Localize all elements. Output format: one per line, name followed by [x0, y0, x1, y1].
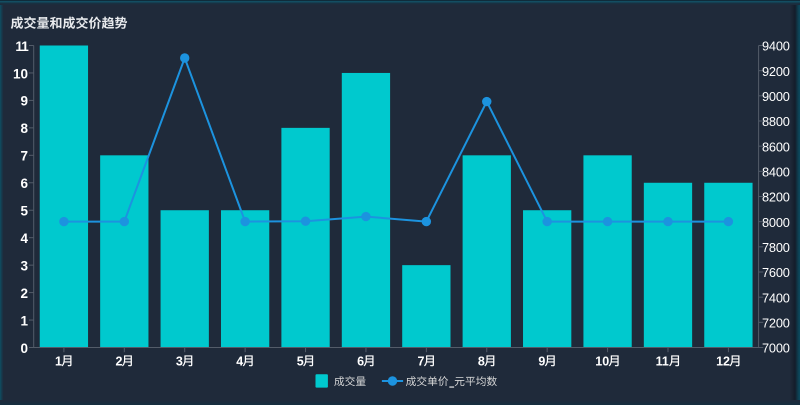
svg-text:2: 2 [20, 286, 28, 301]
svg-text:8600: 8600 [762, 139, 790, 154]
svg-text:5: 5 [20, 204, 28, 219]
svg-text:5: 5 [297, 354, 304, 368]
svg-text:11: 11 [656, 354, 669, 368]
svg-text:0: 0 [20, 341, 28, 356]
svg-text:1: 1 [20, 313, 28, 328]
svg-text:7: 7 [20, 149, 28, 164]
svg-text:8: 8 [20, 121, 28, 136]
svg-text:9: 9 [20, 94, 28, 109]
svg-text:10: 10 [595, 354, 609, 368]
svg-text:12: 12 [716, 354, 730, 368]
svg-text:10: 10 [13, 66, 28, 81]
svg-text:7: 7 [418, 354, 425, 368]
svg-text:4: 4 [236, 354, 243, 368]
svg-text:8400: 8400 [762, 165, 790, 180]
svg-text:9200: 9200 [762, 64, 790, 79]
svg-text:7400: 7400 [762, 290, 790, 305]
svg-text:6: 6 [20, 176, 28, 191]
svg-text:8800: 8800 [762, 114, 790, 129]
svg-text:7600: 7600 [762, 265, 790, 280]
svg-text:8200: 8200 [762, 190, 790, 205]
svg-text:1: 1 [55, 354, 62, 368]
svg-text:11: 11 [15, 39, 29, 54]
svg-text:9000: 9000 [762, 89, 790, 104]
svg-text:8000: 8000 [762, 215, 790, 230]
svg-text:3: 3 [176, 354, 183, 368]
svg-text:7800: 7800 [762, 240, 790, 255]
svg-text:4: 4 [20, 231, 28, 246]
svg-text:9400: 9400 [762, 39, 790, 54]
svg-text:3: 3 [20, 258, 28, 273]
svg-text:6: 6 [357, 354, 364, 368]
svg-text:7000: 7000 [762, 341, 790, 356]
svg-text:8: 8 [478, 354, 485, 368]
svg-text:7200: 7200 [762, 316, 790, 331]
svg-text:2: 2 [115, 354, 122, 368]
svg-text:9: 9 [538, 354, 545, 368]
